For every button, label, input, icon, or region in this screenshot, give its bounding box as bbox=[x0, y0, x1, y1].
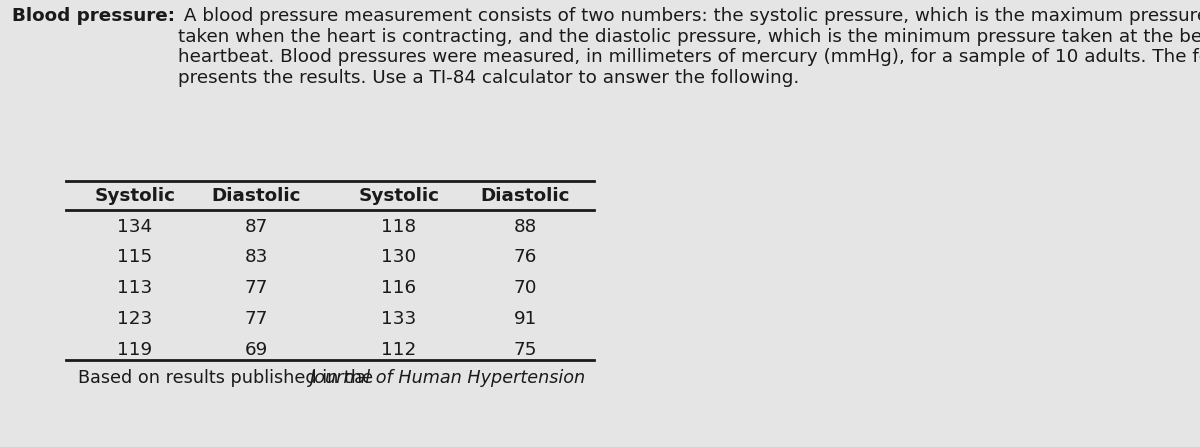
Text: 116: 116 bbox=[382, 279, 416, 297]
Text: Journal of Human Hypertension: Journal of Human Hypertension bbox=[310, 369, 586, 387]
Text: Based on results published in the: Based on results published in the bbox=[78, 369, 379, 387]
Text: 113: 113 bbox=[118, 279, 152, 297]
Text: 69: 69 bbox=[245, 341, 268, 359]
Text: 87: 87 bbox=[245, 218, 268, 236]
Text: Blood pressure:: Blood pressure: bbox=[12, 7, 175, 25]
Text: Systolic: Systolic bbox=[358, 187, 439, 205]
Text: 118: 118 bbox=[382, 218, 416, 236]
Text: 75: 75 bbox=[514, 341, 538, 359]
Text: 91: 91 bbox=[514, 310, 538, 328]
Text: 133: 133 bbox=[382, 310, 416, 328]
Text: Diastolic: Diastolic bbox=[211, 187, 301, 205]
Text: 77: 77 bbox=[245, 310, 268, 328]
Text: 123: 123 bbox=[118, 310, 152, 328]
Text: 76: 76 bbox=[514, 249, 538, 266]
Text: 130: 130 bbox=[382, 249, 416, 266]
Text: 112: 112 bbox=[382, 341, 416, 359]
Text: 77: 77 bbox=[245, 279, 268, 297]
Text: 83: 83 bbox=[245, 249, 268, 266]
Text: 134: 134 bbox=[118, 218, 152, 236]
Text: A blood pressure measurement consists of two numbers: the systolic pressure, whi: A blood pressure measurement consists of… bbox=[178, 7, 1200, 87]
Text: Systolic: Systolic bbox=[94, 187, 175, 205]
Text: 88: 88 bbox=[514, 218, 536, 236]
Text: Diastolic: Diastolic bbox=[481, 187, 570, 205]
Text: 119: 119 bbox=[118, 341, 152, 359]
Text: 70: 70 bbox=[514, 279, 538, 297]
Text: 115: 115 bbox=[118, 249, 152, 266]
